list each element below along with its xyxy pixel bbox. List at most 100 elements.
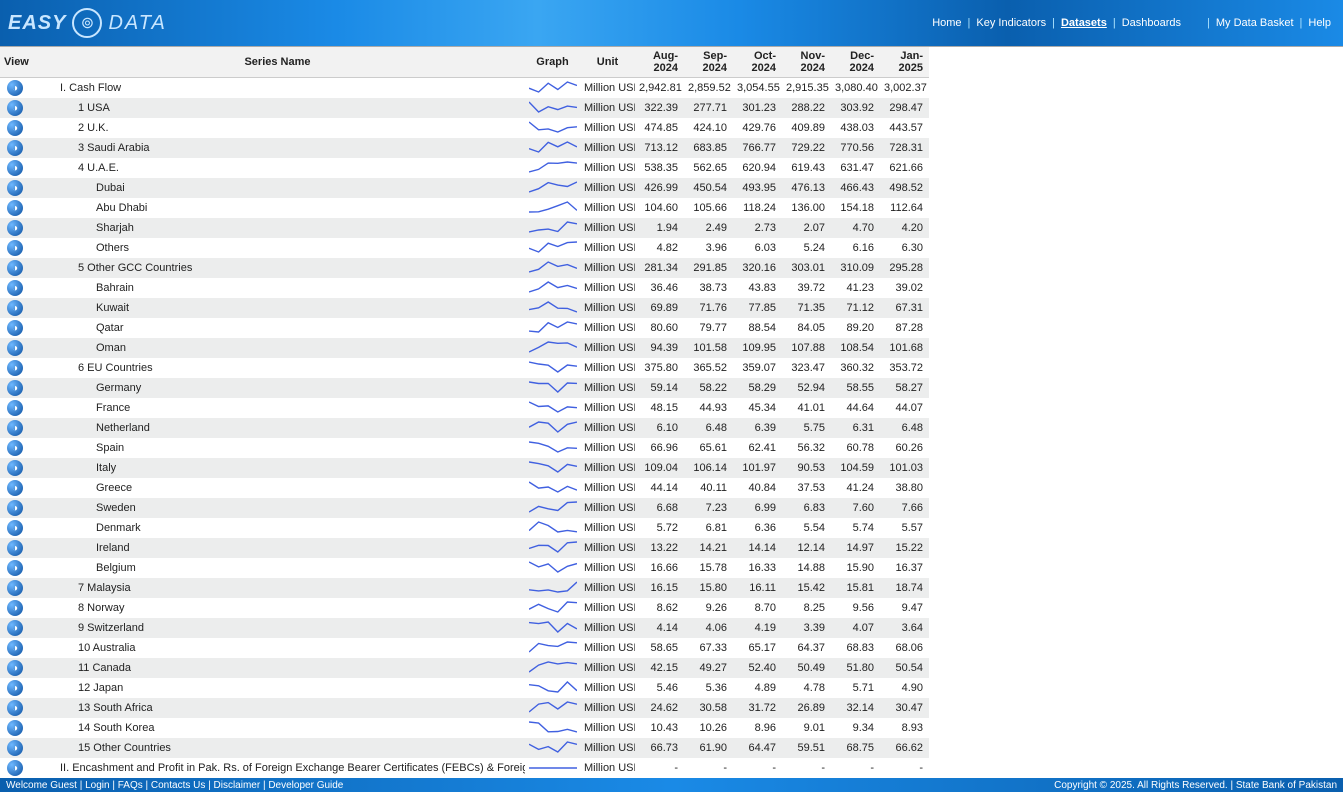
view-icon[interactable]: ◑ [7, 180, 23, 196]
view-icon[interactable]: ◑ [7, 520, 23, 536]
view-icon[interactable]: ◑ [7, 440, 23, 456]
view-icon[interactable]: ◑ [7, 680, 23, 696]
sparkline[interactable] [525, 518, 580, 538]
view-icon[interactable]: ◑ [7, 620, 23, 636]
sparkline[interactable] [525, 98, 580, 118]
footer-left[interactable]: Welcome Guest | Login | FAQs | Contacts … [6, 780, 343, 791]
sparkline[interactable] [525, 398, 580, 418]
sparkline[interactable] [525, 698, 580, 718]
sparkline[interactable] [525, 558, 580, 578]
value-cell: 2,915.35 [782, 78, 831, 99]
sparkline[interactable] [525, 678, 580, 698]
sparkline[interactable] [525, 598, 580, 618]
sparkline[interactable] [525, 758, 580, 778]
view-icon[interactable]: ◑ [7, 400, 23, 416]
sparkline[interactable] [525, 638, 580, 658]
view-icon[interactable]: ◑ [7, 260, 23, 276]
value-cell: 6.03 [733, 238, 782, 258]
sparkline[interactable] [525, 238, 580, 258]
nav-dashboards[interactable]: Dashboards [1122, 17, 1181, 29]
view-icon[interactable]: ◑ [7, 340, 23, 356]
value-cell: 424.10 [684, 118, 733, 138]
view-icon[interactable]: ◑ [7, 760, 23, 776]
nav-my-basket[interactable]: My Data Basket [1216, 17, 1294, 29]
view-icon[interactable]: ◑ [7, 380, 23, 396]
sparkline[interactable] [525, 358, 580, 378]
sparkline[interactable] [525, 458, 580, 478]
sparkline[interactable] [525, 118, 580, 138]
sparkline[interactable] [525, 178, 580, 198]
view-icon[interactable]: ◑ [7, 320, 23, 336]
view-icon[interactable]: ◑ [7, 640, 23, 656]
series-name: Sharjah [30, 218, 525, 238]
sparkline[interactable] [525, 418, 580, 438]
value-cell: 88.54 [733, 318, 782, 338]
view-icon[interactable]: ◑ [7, 360, 23, 376]
value-cell: 288.22 [782, 98, 831, 118]
view-icon[interactable]: ◑ [7, 80, 23, 96]
sparkline[interactable] [525, 738, 580, 758]
view-icon[interactable]: ◑ [7, 740, 23, 756]
value-cell: 3.96 [684, 238, 733, 258]
nav-datasets[interactable]: Datasets [1061, 17, 1107, 29]
value-cell: 6.48 [880, 418, 929, 438]
series-name: France [30, 398, 525, 418]
view-icon[interactable]: ◑ [7, 220, 23, 236]
view-icon[interactable]: ◑ [7, 500, 23, 516]
sparkline[interactable] [525, 298, 580, 318]
view-icon[interactable]: ◑ [7, 280, 23, 296]
view-icon[interactable]: ◑ [7, 420, 23, 436]
sparkline[interactable] [525, 338, 580, 358]
value-cell: 104.60 [635, 198, 684, 218]
nav-key-indicators[interactable]: Key Indicators [976, 17, 1046, 29]
value-cell: 466.43 [831, 178, 880, 198]
view-icon[interactable]: ◑ [7, 720, 23, 736]
value-cell: 60.78 [831, 438, 880, 458]
value-cell: 107.88 [782, 338, 831, 358]
view-icon[interactable]: ◑ [7, 100, 23, 116]
value-cell: 303.01 [782, 258, 831, 278]
series-name: 14 South Korea [30, 718, 525, 738]
value-cell: 64.37 [782, 638, 831, 658]
sparkline[interactable] [525, 258, 580, 278]
sparkline[interactable] [525, 158, 580, 178]
view-icon[interactable]: ◑ [7, 160, 23, 176]
sparkline[interactable] [525, 538, 580, 558]
sparkline[interactable] [525, 278, 580, 298]
sparkline[interactable] [525, 718, 580, 738]
view-icon[interactable]: ◑ [7, 700, 23, 716]
nav-home[interactable]: Home [932, 17, 961, 29]
view-icon[interactable]: ◑ [7, 140, 23, 156]
sparkline[interactable] [525, 478, 580, 498]
sparkline[interactable] [525, 198, 580, 218]
view-icon[interactable]: ◑ [7, 560, 23, 576]
col-m1: Aug-2024 [635, 47, 684, 78]
value-cell: 59.51 [782, 738, 831, 758]
view-icon[interactable]: ◑ [7, 240, 23, 256]
sparkline[interactable] [525, 378, 580, 398]
view-icon[interactable]: ◑ [7, 660, 23, 676]
view-icon[interactable]: ◑ [7, 480, 23, 496]
sparkline[interactable] [525, 618, 580, 638]
value-cell: 90.53 [782, 458, 831, 478]
sparkline[interactable] [525, 438, 580, 458]
series-name: Greece [30, 478, 525, 498]
sparkline[interactable] [525, 578, 580, 598]
series-name: Dubai [30, 178, 525, 198]
unit-cell: Million USD [580, 518, 635, 538]
sparkline[interactable] [525, 78, 580, 99]
sparkline[interactable] [525, 138, 580, 158]
view-icon[interactable]: ◑ [7, 600, 23, 616]
view-icon[interactable]: ◑ [7, 460, 23, 476]
sparkline[interactable] [525, 218, 580, 238]
view-icon[interactable]: ◑ [7, 300, 23, 316]
view-icon[interactable]: ◑ [7, 120, 23, 136]
view-icon[interactable]: ◑ [7, 200, 23, 216]
value-cell: 6.30 [880, 238, 929, 258]
sparkline[interactable] [525, 498, 580, 518]
view-icon[interactable]: ◑ [7, 540, 23, 556]
sparkline[interactable] [525, 318, 580, 338]
view-icon[interactable]: ◑ [7, 580, 23, 596]
nav-help[interactable]: Help [1308, 17, 1331, 29]
sparkline[interactable] [525, 658, 580, 678]
